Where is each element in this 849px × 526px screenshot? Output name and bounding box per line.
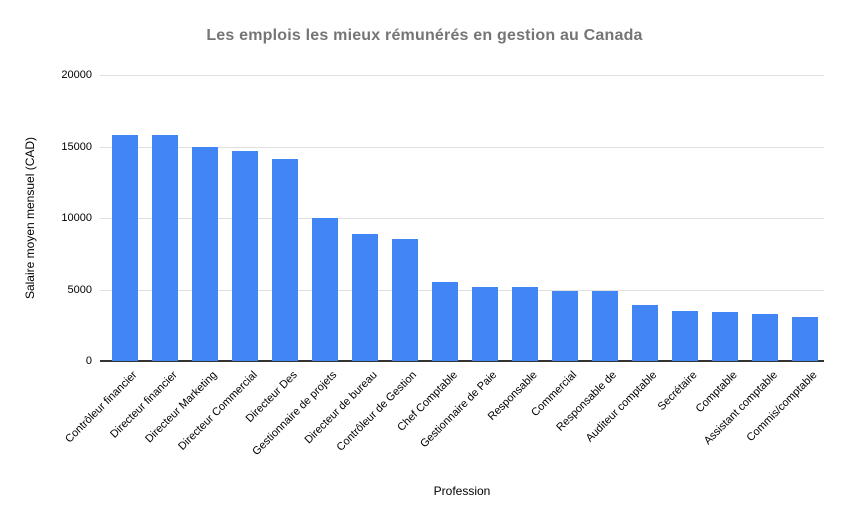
bar	[632, 305, 658, 361]
bar	[712, 312, 738, 361]
bar	[312, 218, 338, 361]
x-tick-label: Contrôleur de Gestion	[334, 369, 420, 454]
x-axis-title: Profession	[433, 484, 491, 498]
bar	[512, 287, 538, 361]
y-tick-label: 15000	[61, 140, 92, 153]
gridline	[100, 289, 824, 291]
x-axis-baseline	[100, 360, 824, 362]
bar	[672, 311, 698, 361]
bar	[792, 317, 818, 361]
x-tick-label: Gestionnaire de Paie	[418, 369, 500, 451]
bar	[472, 287, 498, 361]
x-tick-label: Commis/comptable	[744, 369, 820, 445]
bar	[592, 291, 618, 361]
x-tick-label: Directeur Marketing	[143, 369, 220, 446]
gridline	[100, 218, 824, 219]
bar	[272, 159, 298, 361]
bar	[192, 147, 218, 361]
bar	[392, 239, 418, 361]
y-tick-label: 0	[85, 355, 92, 367]
y-tick-label: 10000	[61, 212, 92, 224]
bar	[112, 135, 138, 361]
gridline	[100, 146, 824, 148]
gridline	[100, 75, 824, 76]
bar	[752, 314, 778, 361]
x-tick-label: Contrôleur financier	[63, 369, 140, 446]
y-tick-label: 20000	[61, 69, 92, 81]
x-tick-label: Assistant comptable	[701, 369, 780, 448]
x-tick-label: Auditeur comptable	[583, 369, 660, 445]
chart-title: Les emplois les mieux rémunérés en gesti…	[206, 27, 643, 44]
bar	[232, 151, 258, 361]
bar	[352, 234, 378, 361]
x-tick-label: Directeur Commercial	[175, 369, 260, 453]
x-tick-label: Directeur de bureau	[302, 369, 380, 447]
y-tick-label: 5000	[67, 283, 92, 296]
bar	[152, 135, 178, 361]
bar	[552, 291, 578, 361]
bar	[432, 282, 458, 361]
